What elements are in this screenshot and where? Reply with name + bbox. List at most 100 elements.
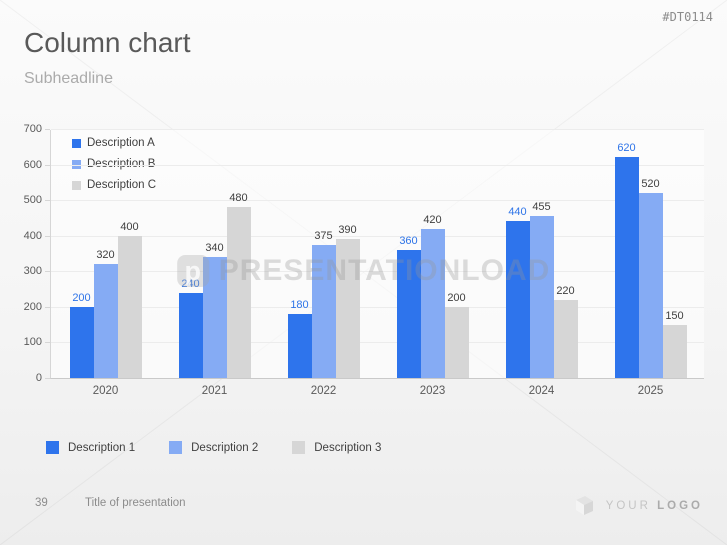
y-axis-label: 0 xyxy=(35,372,42,384)
legend-swatch-series-a xyxy=(72,138,81,148)
legend-label: Description C xyxy=(87,179,157,191)
chart-legend: Description A Description B Description … xyxy=(72,137,156,191)
bar-value-label: 520 xyxy=(641,178,660,190)
y-axis-tick xyxy=(45,235,50,237)
legend-label: Description 1 xyxy=(68,441,136,454)
bar-column: 200 xyxy=(69,292,94,378)
bar-value-label: 320 xyxy=(96,249,115,261)
bar-value-label: 240 xyxy=(181,278,200,290)
bar-column: 150 xyxy=(662,310,687,378)
legend-item: Description C xyxy=(72,179,156,191)
x-axis-label: 2024 xyxy=(528,385,555,397)
bar-value-label: 200 xyxy=(447,292,466,304)
your-logo: YOUR LOGO xyxy=(573,494,703,517)
bar-column: 180 xyxy=(287,299,312,378)
bar-group-2020: 200 320 400 xyxy=(51,221,160,378)
gridline xyxy=(51,271,704,273)
y-axis-tick xyxy=(45,378,50,379)
legend-label: Description 2 xyxy=(191,441,259,454)
bar-2020-description-c xyxy=(117,236,142,378)
bar-value-label: 420 xyxy=(423,214,442,226)
legend-item: Description 2 xyxy=(169,441,258,454)
bar-value-label: 400 xyxy=(120,221,139,233)
legend-swatch-2 xyxy=(169,441,183,454)
bar-2021-description-b xyxy=(202,257,227,378)
bar-2022-description-c xyxy=(335,239,360,378)
y-axis-tick xyxy=(45,271,50,273)
x-axis-label: 2021 xyxy=(201,385,228,397)
y-axis-label: 700 xyxy=(23,123,42,135)
bar-value-label: 620 xyxy=(617,142,636,154)
bar-value-label: 220 xyxy=(556,285,575,297)
x-axis-label: 2025 xyxy=(637,385,664,397)
bar-2023-description-a xyxy=(396,250,421,378)
gridline xyxy=(51,235,704,237)
footer-title: Title of presentation xyxy=(85,497,186,509)
bar-2024-description-a xyxy=(505,221,530,378)
bar-column: 520 xyxy=(638,178,663,378)
bar-2023-description-c xyxy=(444,307,469,378)
bar-2025-description-b xyxy=(638,193,663,378)
bar-2020-description-a xyxy=(69,307,94,378)
bar-2021-description-c xyxy=(226,207,251,378)
gridline xyxy=(51,129,704,130)
bar-column: 440 xyxy=(505,206,530,378)
y-axis-tick xyxy=(45,164,50,166)
gridline xyxy=(51,200,704,202)
bar-2024-description-b xyxy=(529,216,554,378)
cube-icon xyxy=(575,496,593,515)
bar-value-label: 200 xyxy=(72,292,91,304)
logo-word-your: YOUR xyxy=(605,499,651,512)
bar-group-2022: 180 375 390 xyxy=(269,224,378,378)
bar-column: 320 xyxy=(93,249,118,378)
bar-group-2024: 440 455 220 xyxy=(487,201,596,378)
page-subtitle: Subheadline xyxy=(24,70,113,87)
bar-column: 390 xyxy=(335,224,360,378)
legend-swatch-3 xyxy=(292,441,306,454)
bar-value-label: 150 xyxy=(665,310,684,322)
page-number: 39 xyxy=(35,497,48,509)
legend-label: Description B xyxy=(87,158,155,170)
bar-value-label: 375 xyxy=(314,230,333,242)
bar-column: 360 xyxy=(396,235,421,378)
y-axis-label: 100 xyxy=(23,336,42,349)
bar-value-label: 455 xyxy=(532,201,551,213)
bar-value-label: 340 xyxy=(205,242,224,254)
y-axis-tick xyxy=(45,200,50,202)
bar-2024-description-c xyxy=(553,300,578,378)
bar-group-2025: 620 520 150 xyxy=(596,142,705,378)
document-code: #DT0114 xyxy=(662,10,713,24)
bar-column: 340 xyxy=(202,242,227,378)
bar-column: 220 xyxy=(553,285,578,378)
gridline xyxy=(51,342,704,344)
bar-value-label: 440 xyxy=(508,206,527,218)
page-title: Column chart xyxy=(24,27,191,58)
bar-group-2023: 360 420 200 xyxy=(378,214,487,378)
bar-2025-description-c xyxy=(662,325,687,378)
y-axis-tick xyxy=(45,306,50,308)
bar-group-2021: 240 340 480 xyxy=(160,192,269,378)
legend-label: Description A xyxy=(87,137,155,149)
gridline xyxy=(51,164,704,166)
bar-2020-description-b xyxy=(93,264,118,378)
legend-swatch-series-c xyxy=(72,180,81,190)
bar-column: 455 xyxy=(529,201,554,378)
legend-item: Description 3 xyxy=(292,441,381,454)
bar-column: 375 xyxy=(311,230,336,378)
legend-item: Description A xyxy=(72,137,156,149)
bar-value-label: 360 xyxy=(399,235,418,247)
bar-column: 240 xyxy=(178,278,203,378)
legend-swatch-series-b xyxy=(72,159,81,169)
legend-item: Description B xyxy=(72,158,156,170)
logo-text: YOUR LOGO xyxy=(606,500,703,512)
legend-item: Description 1 xyxy=(46,441,135,454)
x-axis-label: 2022 xyxy=(310,385,337,397)
x-axis-label: 2023 xyxy=(419,385,446,397)
bar-column: 620 xyxy=(614,142,639,378)
y-axis-tick xyxy=(45,129,50,130)
y-axis-label: 600 xyxy=(23,158,42,171)
plot-area: Description A Description B Description … xyxy=(45,129,705,397)
bar-2022-description-a xyxy=(287,314,312,378)
